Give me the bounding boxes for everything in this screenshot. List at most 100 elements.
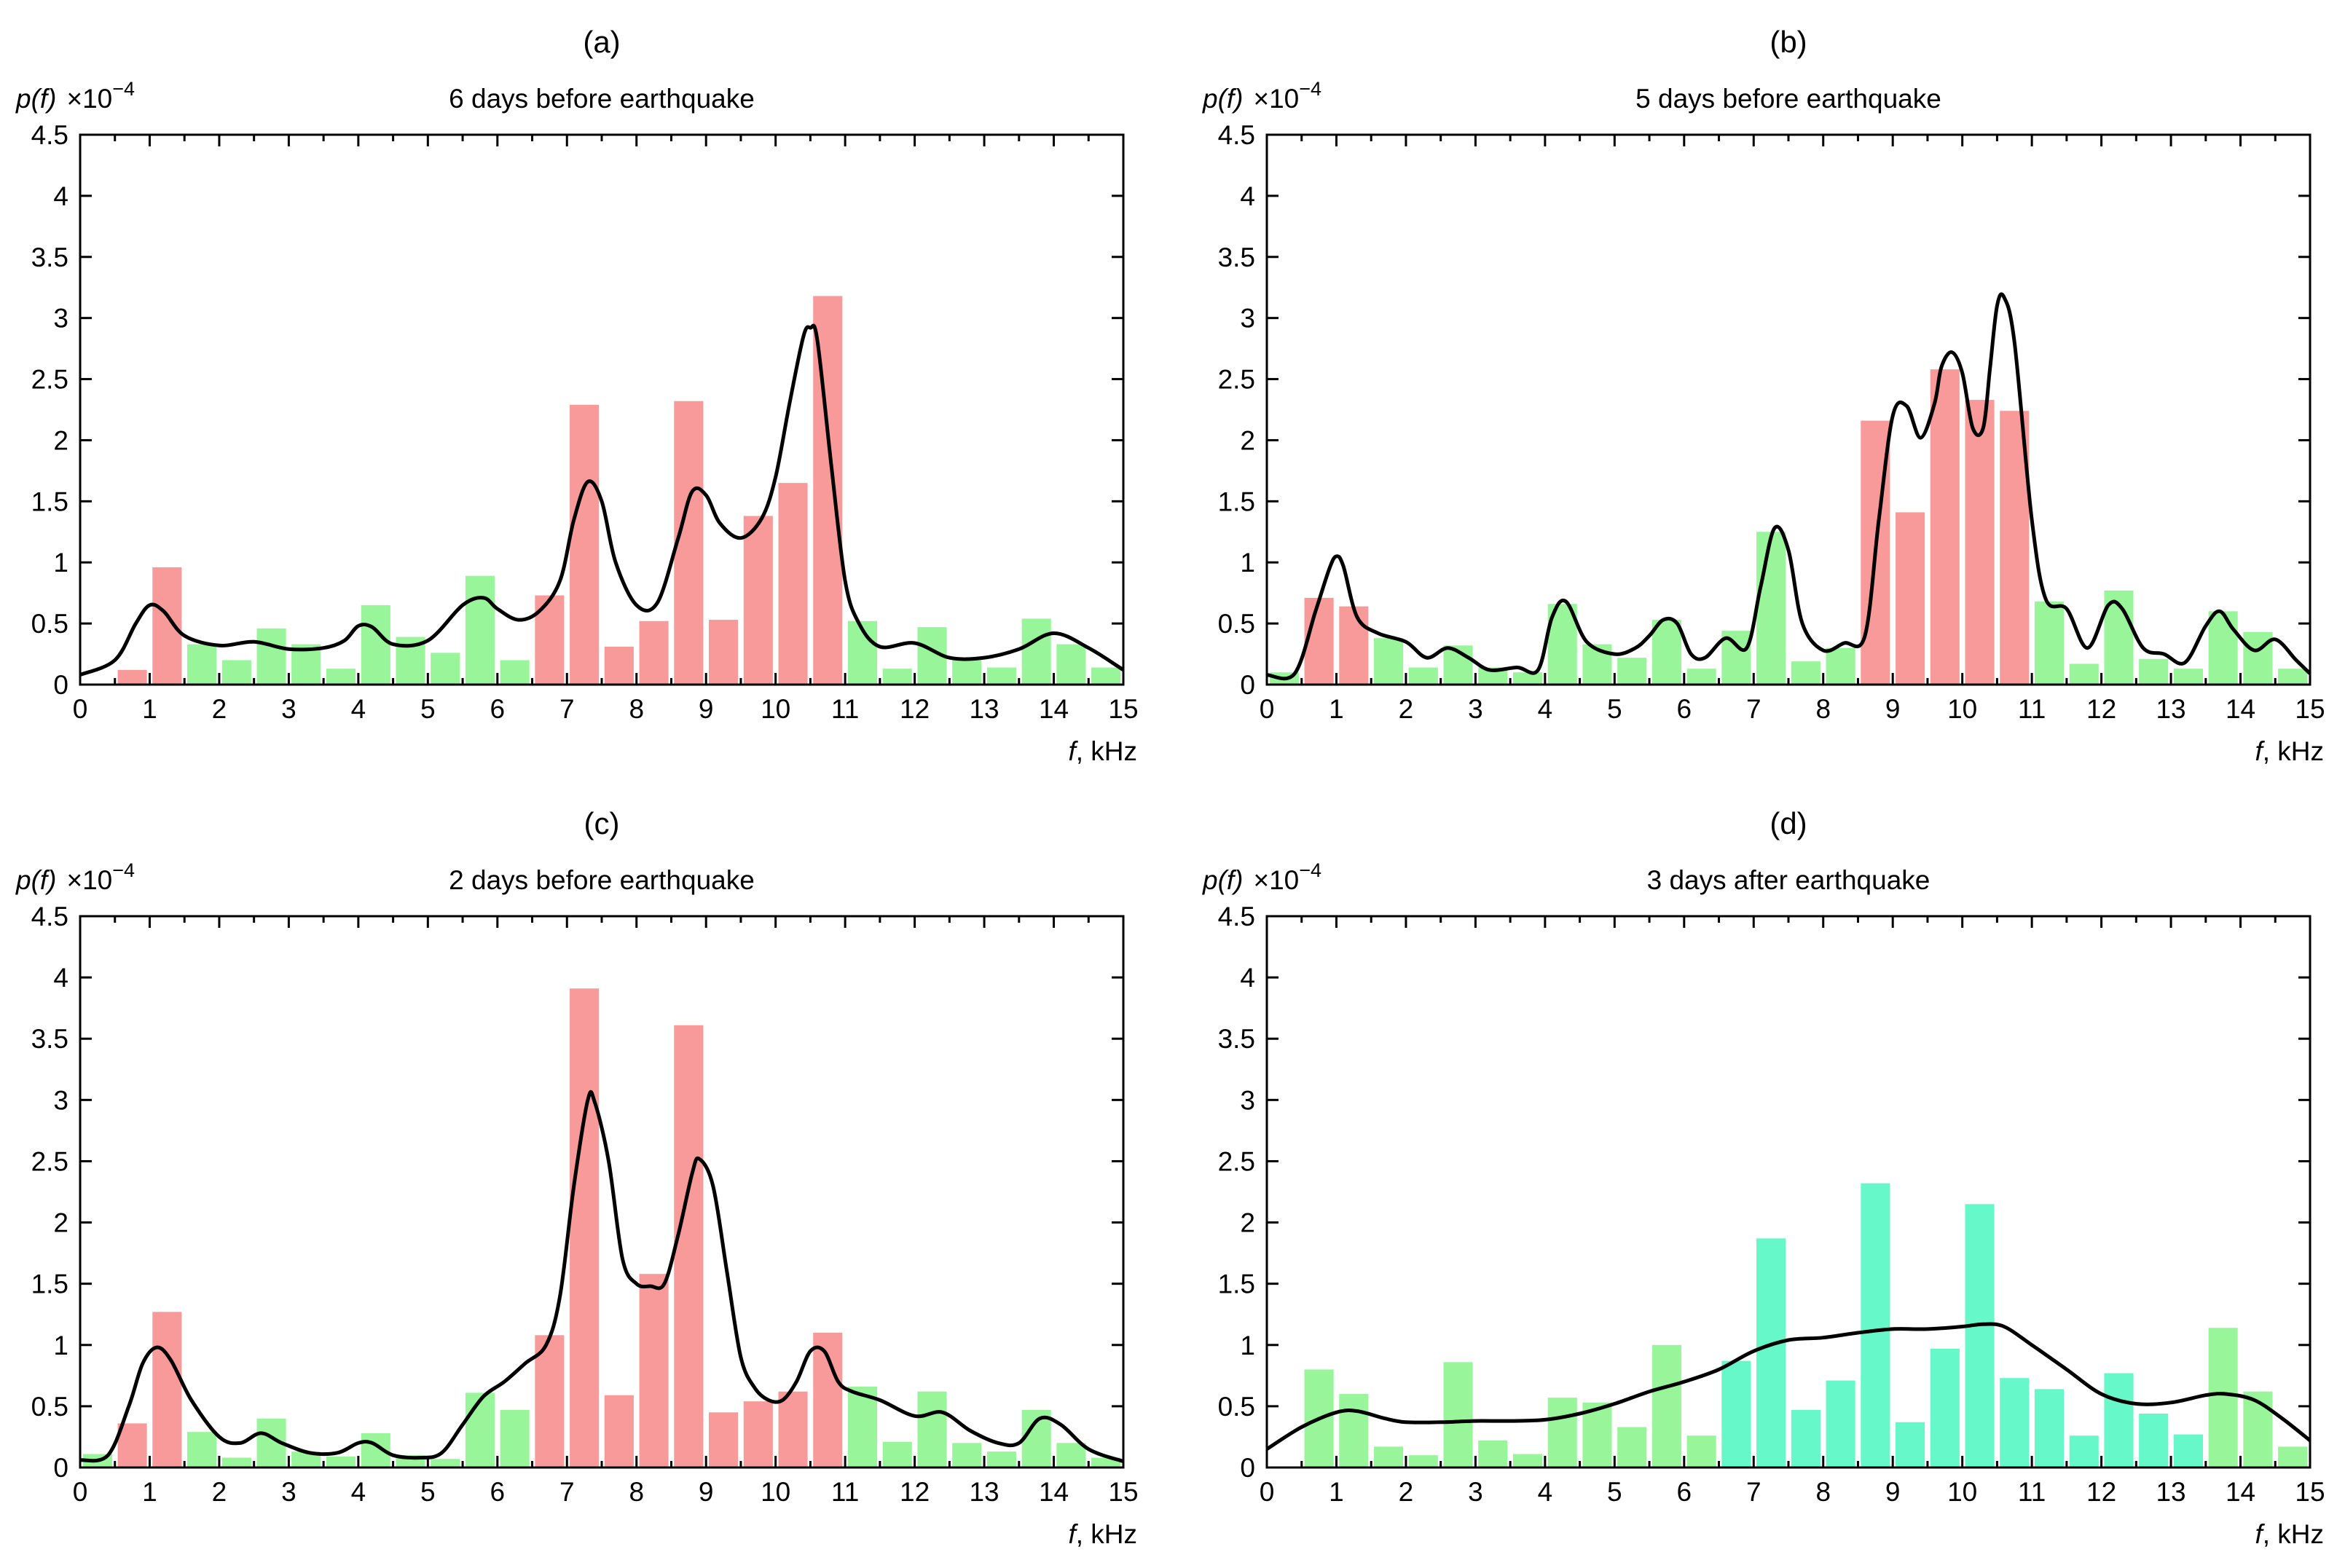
bar (1686, 669, 1716, 685)
y-label-scale: ×10 (1254, 84, 1300, 114)
y-label-var: p(f) (1202, 84, 1244, 114)
y-tick-label: 2.5 (1218, 365, 1255, 395)
bar (743, 516, 773, 685)
x-tick-label: 0 (73, 1477, 88, 1507)
bar (1339, 1394, 1369, 1467)
x-tick-label: 14 (2226, 694, 2255, 724)
x-tick-label: 2 (212, 1477, 227, 1507)
y-tick-label: 4 (53, 181, 68, 211)
bar (952, 1443, 982, 1467)
x-tick-label: 5 (420, 694, 436, 724)
bar (604, 1395, 634, 1467)
density-curve (79, 323, 1125, 677)
x-tick-label: 2 (1399, 694, 1414, 724)
bar (1056, 1443, 1086, 1467)
bar (1021, 618, 1051, 685)
bar (1512, 672, 1543, 685)
bar (221, 1457, 251, 1467)
x-tick-label: 13 (969, 694, 999, 724)
bar (2034, 601, 2065, 685)
x-tick-label: 7 (559, 1477, 575, 1507)
panel-d: 0 1 2 3 4 5 6 7 8 9 10 11 12 13 14 1500.511.522.533.544… (1202, 806, 2325, 1549)
bar (2069, 1435, 2099, 1467)
x-label-unit: , kHz (1076, 736, 1137, 766)
y-label-scale: ×10 (67, 84, 113, 114)
bar (2173, 669, 2203, 685)
bar (1374, 638, 1404, 685)
plot-frame (79, 133, 1125, 686)
y-tick-label: 3 (1240, 1085, 1255, 1115)
x-axis-label: f, kHz (1068, 736, 1137, 766)
x-tick-label: 9 (1885, 694, 1901, 724)
y-tick-label: 3 (53, 304, 68, 334)
y-tick-label: 4.5 (1218, 902, 1255, 931)
bar (1304, 597, 1334, 685)
x-tick-label: 15 (1108, 694, 1138, 724)
bar (256, 628, 286, 685)
x-tick-label: 11 (831, 694, 859, 724)
y-tick-label: 0.5 (1218, 609, 1255, 639)
y-tick-label: 3 (1240, 304, 1255, 334)
x-tick-label: 1 (1329, 694, 1344, 724)
bar (1617, 1427, 1647, 1467)
x-tick-label: 4 (1538, 1477, 1553, 1507)
bar (813, 296, 843, 685)
y-tick-label: 3.5 (1218, 1024, 1255, 1054)
bar (291, 1451, 321, 1467)
x-tick-label: 10 (1947, 1477, 1977, 1507)
bar (535, 1335, 565, 1467)
x-tick-label: 13 (969, 1477, 999, 1507)
bar (709, 620, 739, 685)
x-tick-label: 4 (351, 1477, 366, 1507)
y-label-exponent: −4 (1299, 859, 1321, 881)
bar (778, 1391, 808, 1467)
x-tick-label: 0 (1260, 1477, 1275, 1507)
x-tick-label: 6 (1677, 1477, 1692, 1507)
bar (2000, 1378, 2030, 1467)
x-tick-label: 15 (1108, 1477, 1138, 1507)
y-tick-label: 1.5 (1218, 486, 1255, 516)
bar (2278, 669, 2308, 685)
x-tick-label: 5 (1607, 1477, 1622, 1507)
x-tick-label: 13 (2156, 1477, 2185, 1507)
x-tick-label: 13 (2156, 694, 2185, 724)
bar (674, 1025, 704, 1467)
x-tick-label: 11 (2018, 1477, 2046, 1507)
bar (1826, 1380, 1855, 1467)
bar (117, 1423, 147, 1467)
bar (326, 1456, 356, 1467)
bar (500, 1409, 530, 1467)
x-tick-label: 11 (2018, 694, 2046, 724)
bar (1547, 1398, 1577, 1467)
x-tick-label: 7 (559, 694, 575, 724)
bar (813, 1332, 843, 1467)
y-tick-label: 0 (53, 1453, 68, 1483)
bar (639, 1274, 669, 1467)
x-tick-label: 14 (2226, 1477, 2255, 1507)
x-tick-label: 3 (281, 694, 296, 724)
x-tick-label: 14 (1039, 694, 1069, 724)
bar (152, 1312, 182, 1467)
x-tick-label: 3 (1468, 1477, 1483, 1507)
y-tick-label: 1 (1240, 1331, 1255, 1360)
y-axis-label: p(f) ×10−4 (15, 859, 135, 895)
bar (431, 653, 460, 685)
y-tick-label: 0 (1240, 1453, 1255, 1483)
bar (1478, 1440, 1508, 1467)
bar (1374, 1446, 1404, 1467)
y-tick-label: 2.5 (31, 365, 68, 395)
chart-title: 6 days before earthquake (449, 84, 755, 114)
bar (1339, 606, 1369, 685)
x-label-unit: , kHz (2263, 1519, 2324, 1549)
bar (187, 644, 217, 685)
y-tick-label: 1.5 (31, 1269, 68, 1299)
x-tick-label: 8 (629, 1477, 644, 1507)
bar (465, 1392, 495, 1467)
density-curve (79, 1090, 1124, 1463)
bar (604, 646, 634, 685)
panel-label: (a) (583, 25, 620, 59)
x-tick-label: 7 (1746, 694, 1761, 724)
y-label-var: p(f) (1202, 865, 1244, 895)
bar (778, 483, 808, 685)
x-tick-label: 11 (831, 1477, 859, 1507)
